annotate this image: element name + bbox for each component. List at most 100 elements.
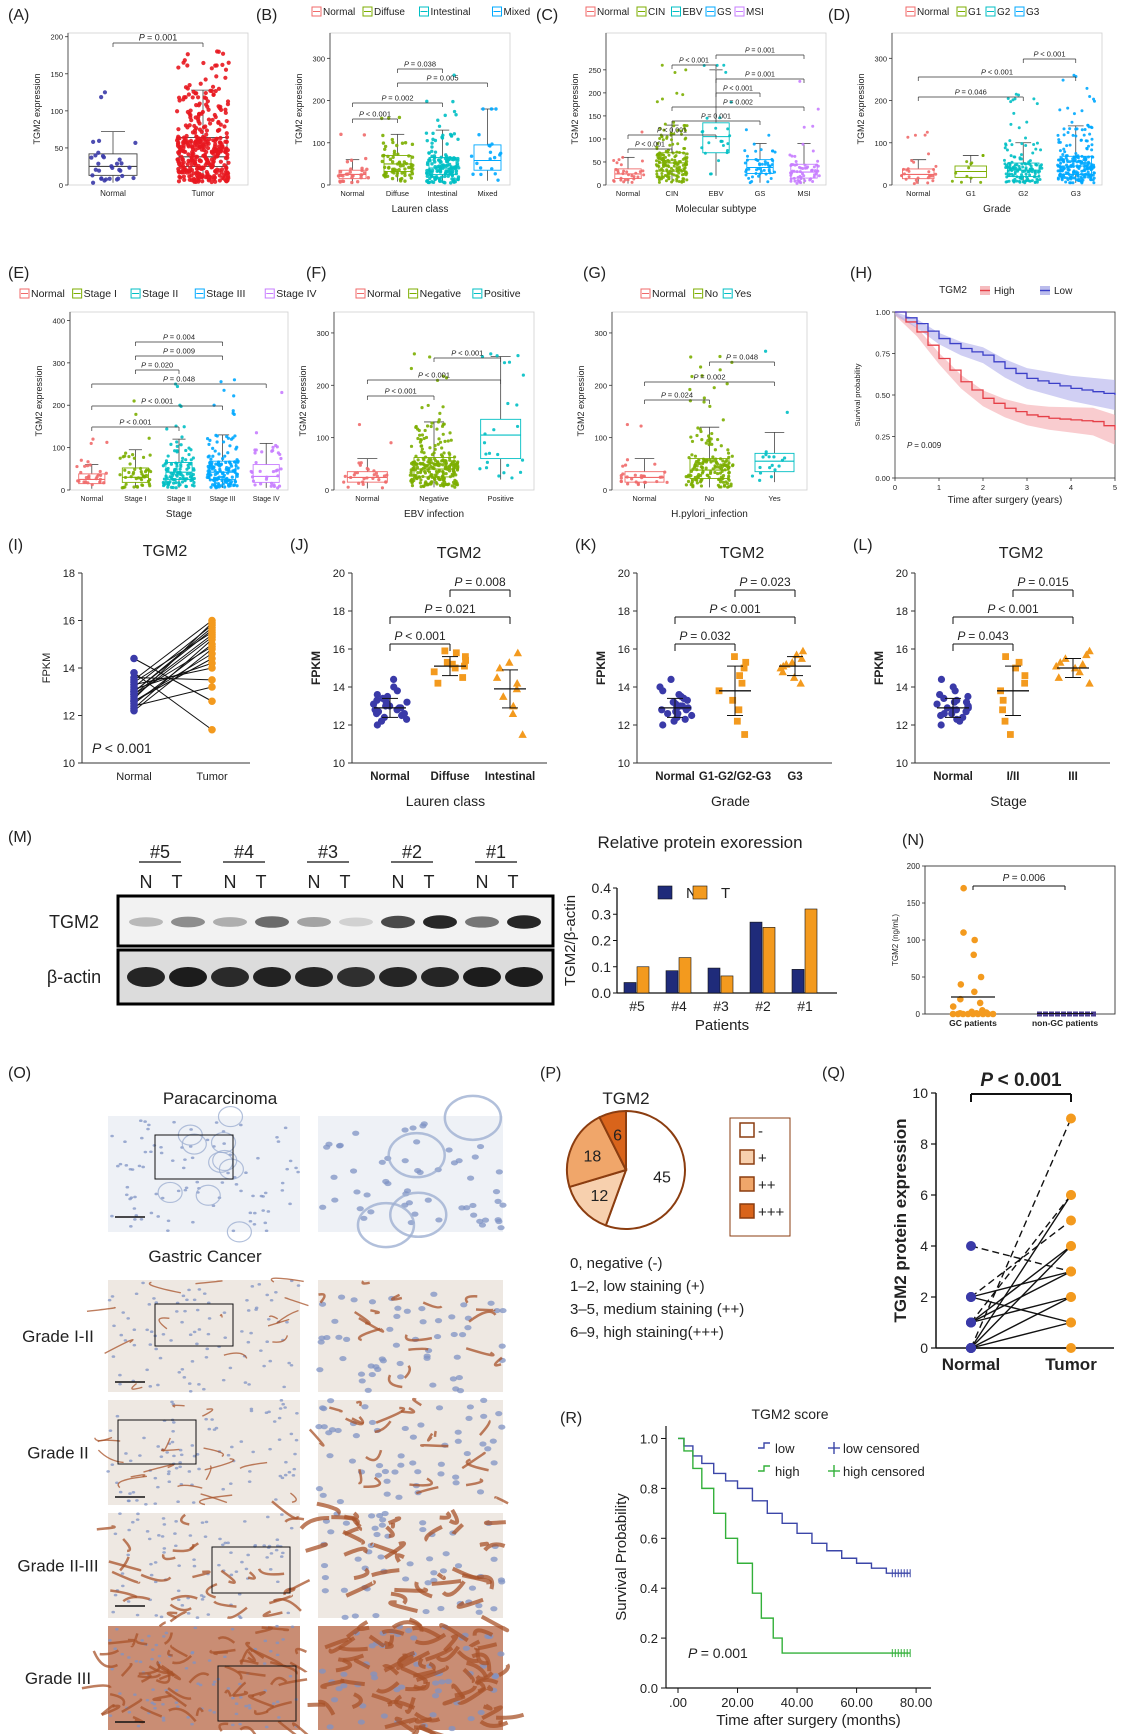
data-point	[733, 717, 741, 725]
data-point	[510, 476, 514, 480]
data-point	[660, 63, 664, 67]
x-tick-label: Tumor	[192, 189, 215, 198]
ihc-stain	[433, 1430, 438, 1437]
data-point	[425, 424, 430, 428]
data-point	[225, 99, 231, 104]
ihc-nucleus	[469, 1202, 477, 1209]
data-point	[1077, 159, 1081, 163]
data-point	[1065, 163, 1069, 167]
data-point	[725, 382, 729, 386]
data-point	[1035, 141, 1039, 145]
ihc-nucleus	[197, 1383, 201, 1386]
x-tick-label: Normal	[116, 771, 151, 783]
ihc-nucleus	[135, 1613, 140, 1617]
data-point	[657, 178, 661, 182]
plot-frame	[924, 865, 1116, 1015]
data-point	[443, 482, 447, 487]
data-point	[342, 480, 346, 484]
data-point	[937, 721, 945, 729]
data-point	[789, 673, 799, 681]
data-point	[189, 118, 194, 123]
ihc-nucleus	[356, 1206, 364, 1212]
ihc-nucleus	[283, 1473, 288, 1477]
data-point	[681, 177, 685, 181]
data-point	[657, 165, 661, 169]
data-point	[727, 471, 731, 475]
ihc-nucleus	[240, 1560, 244, 1564]
x-tick-label: Normal	[81, 496, 104, 503]
ihc-nucleus	[378, 1356, 386, 1362]
ihc-nucleus	[262, 1662, 267, 1665]
data-point	[131, 452, 135, 457]
data-point	[451, 464, 455, 468]
data-point	[189, 155, 194, 161]
ihc-nucleus	[231, 1696, 235, 1700]
data-point	[712, 386, 716, 390]
data-point	[390, 683, 398, 691]
ihc-nucleus	[239, 1123, 243, 1127]
ihc-nucleus	[498, 1343, 506, 1349]
data-point	[721, 476, 725, 480]
data-point	[391, 140, 395, 145]
data-point	[345, 160, 350, 164]
data-point	[348, 170, 352, 174]
data-point	[188, 108, 193, 113]
data-point	[201, 125, 207, 130]
data-point	[208, 725, 216, 734]
data-point	[188, 140, 193, 145]
p-value-label: P = 0.001	[688, 1645, 748, 1661]
data-point	[713, 448, 717, 452]
data-point	[693, 463, 697, 467]
ihc-nucleus	[188, 1534, 193, 1537]
data-point	[339, 132, 343, 137]
data-point	[185, 162, 190, 167]
x-tick-label: Stage I	[124, 496, 146, 503]
data-point	[441, 647, 449, 655]
y-tick-label: 200	[316, 381, 329, 390]
data-point	[183, 85, 189, 90]
data-point	[757, 174, 761, 178]
data-point	[634, 171, 638, 175]
data-point	[198, 159, 203, 164]
ihc-zoom-image	[307, 1614, 525, 1734]
data-point	[441, 474, 445, 478]
ihc-nucleus	[200, 1521, 205, 1524]
ihc-nucleus	[187, 1470, 192, 1473]
y-tick-label: 0.2	[640, 1631, 658, 1646]
x-tick-label: Normal	[355, 494, 380, 503]
ihc-nucleus	[183, 1158, 187, 1161]
data-point	[685, 155, 689, 159]
data-point	[190, 130, 196, 135]
data-point	[214, 136, 219, 141]
data-point	[173, 449, 177, 453]
data-point	[488, 150, 493, 154]
data-point	[420, 447, 424, 451]
ihc-nucleus	[151, 1688, 155, 1691]
data-point	[433, 443, 437, 448]
data-point	[1087, 144, 1091, 148]
data-point	[201, 60, 206, 66]
data-point	[772, 455, 776, 459]
data-point	[117, 157, 122, 162]
ihc-background	[108, 1280, 300, 1392]
data-point	[180, 480, 185, 484]
data-point	[1012, 167, 1016, 171]
ihc-nucleus	[154, 1347, 158, 1351]
ihc-nucleus	[276, 1140, 281, 1143]
data-point	[377, 478, 381, 482]
ihc-nucleus	[367, 1363, 375, 1369]
data-point	[86, 481, 90, 485]
data-point	[626, 482, 630, 486]
data-point	[1065, 144, 1069, 148]
data-point	[721, 473, 726, 478]
ihc-nucleus	[218, 1537, 222, 1541]
data-point	[488, 144, 492, 148]
data-point	[621, 155, 625, 159]
data-point	[103, 177, 109, 182]
data-point	[99, 176, 104, 181]
ihc-nucleus	[480, 1413, 488, 1419]
data-point	[251, 479, 256, 483]
data-point	[403, 167, 407, 171]
data-point	[811, 179, 815, 183]
y-tick-label: 10	[896, 758, 908, 770]
